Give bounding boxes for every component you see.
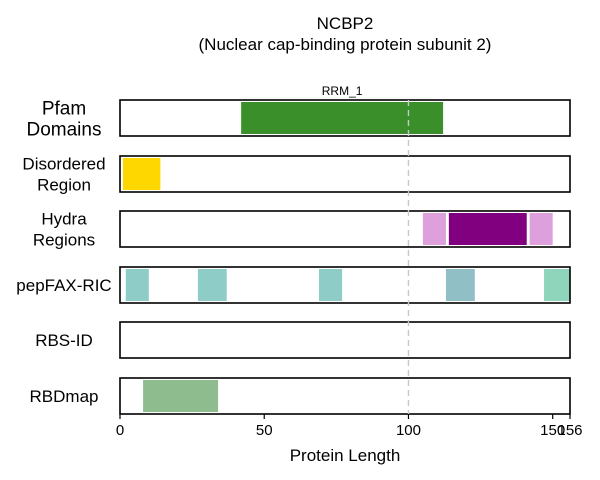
track-frame: [119, 321, 571, 359]
feature-bar: [448, 213, 527, 245]
track-label: RBS-ID: [35, 331, 93, 350]
track-label: Region: [37, 176, 91, 195]
feature-bar: [529, 213, 553, 245]
feature-bar: [544, 269, 570, 301]
feature-bar: [445, 269, 475, 301]
track: RBDmap: [30, 377, 571, 415]
track: Disordered Region: [22, 155, 571, 195]
track: pepFAX-RIC: [16, 266, 571, 304]
track-label: Hydra: [41, 210, 87, 229]
feature-bar: [241, 102, 444, 134]
track-frame: [119, 377, 571, 415]
track-frame: [119, 155, 571, 193]
feature-bar: [197, 269, 227, 301]
feature-bar: [422, 213, 446, 245]
track-label: pepFAX-RIC: [16, 276, 111, 295]
x-tick-label: 0: [116, 422, 124, 439]
x-tick-label: 150: [540, 422, 565, 439]
track-frame: [119, 99, 571, 137]
track: RBS-ID: [35, 321, 571, 359]
feature-bar: [143, 380, 219, 412]
track-label: Domains: [27, 120, 102, 141]
feature-bar: [319, 269, 343, 301]
feature-bar: [125, 269, 149, 301]
track-frame: [119, 266, 571, 304]
x-tick-label: 50: [256, 422, 273, 439]
track-label: Pfam: [42, 99, 86, 120]
track-frame: [119, 210, 571, 248]
track: Hydra Regions: [33, 210, 571, 250]
x-tick-label: 156: [557, 422, 582, 439]
domain-label: RRM_1: [322, 84, 363, 98]
x-axis-label: Protein Length: [290, 446, 401, 465]
feature-bar: [122, 158, 161, 190]
track-label: Disordered: [22, 155, 105, 174]
x-tick-label: 100: [396, 422, 421, 439]
track-label: Regions: [33, 231, 95, 250]
track-label: RBDmap: [30, 387, 99, 406]
chart-title: NCBP2: [317, 14, 374, 33]
chart-subtitle: (Nuclear cap-binding protein subunit 2): [199, 35, 492, 54]
